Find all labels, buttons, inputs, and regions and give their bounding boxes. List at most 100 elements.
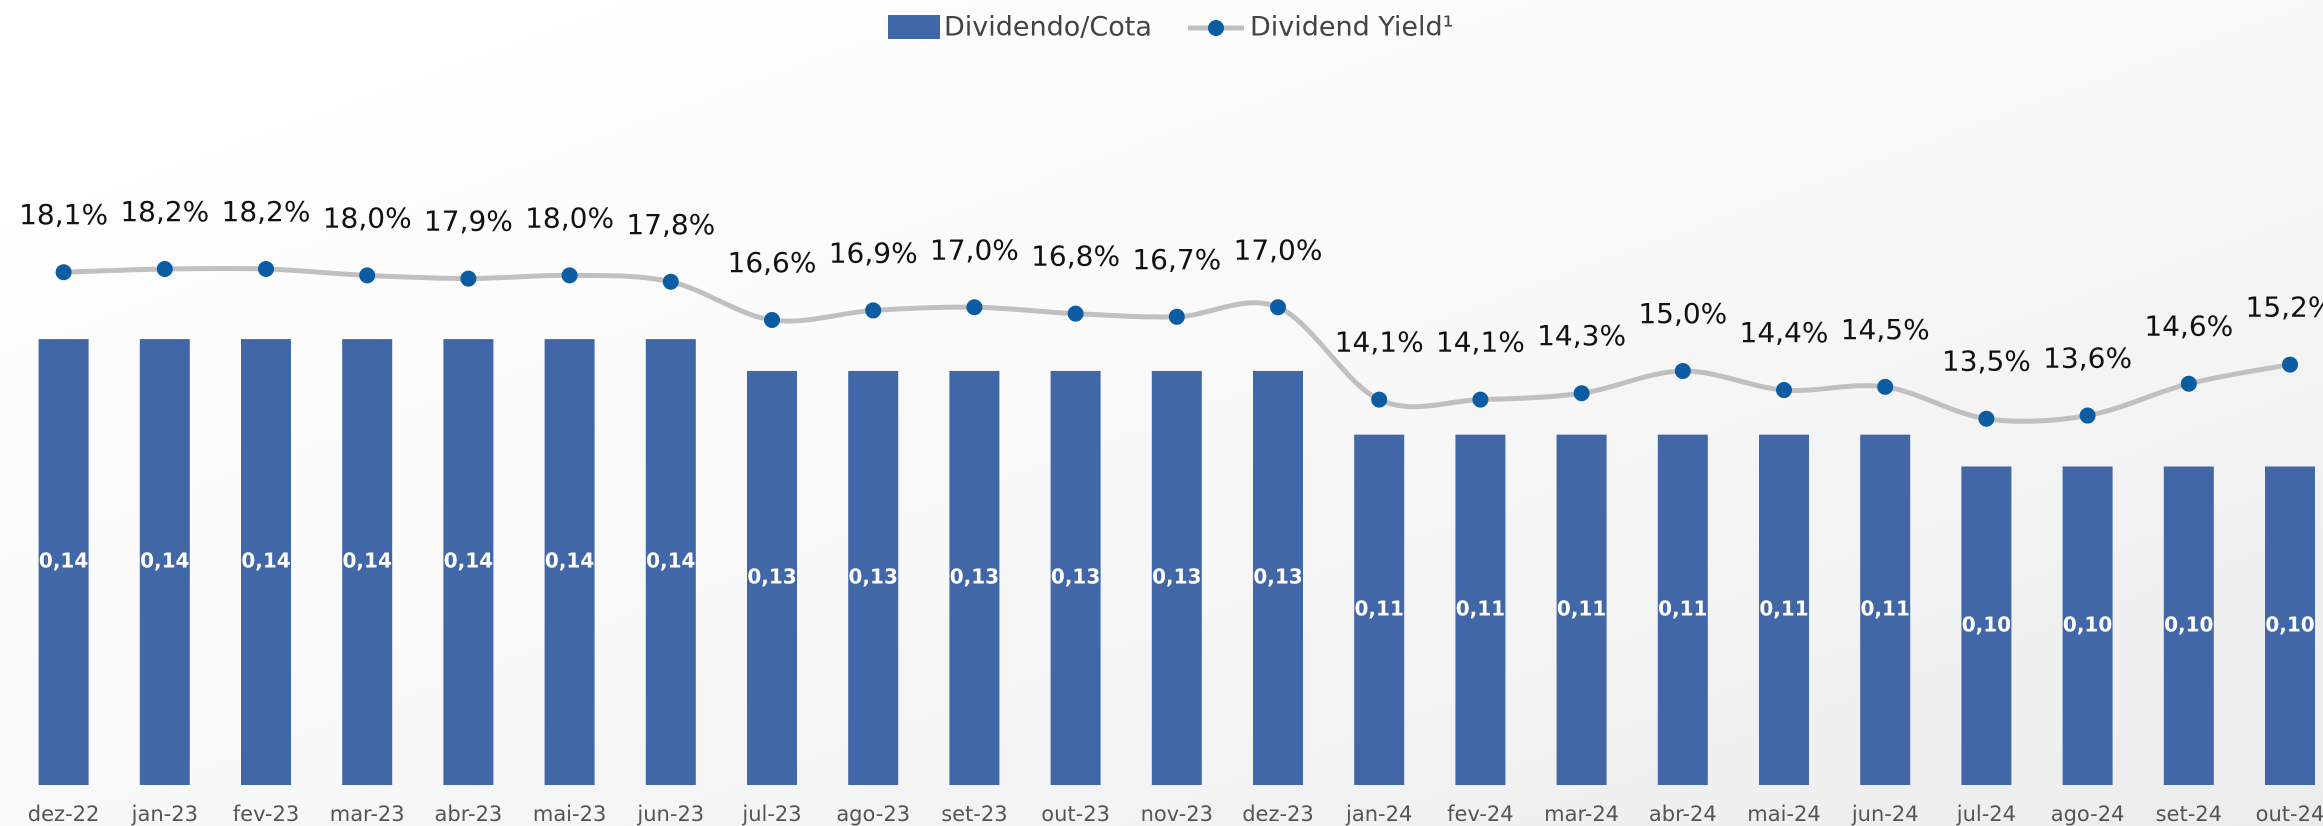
x-tick-label: jan-23 (131, 802, 198, 826)
line-value-label: 18,0% (525, 201, 614, 234)
bar-value-label: 0,11 (1456, 596, 1505, 620)
bar-value-label: 0,14 (343, 549, 392, 573)
line-value-label: 18,2% (222, 195, 311, 228)
line-marker (1371, 391, 1388, 408)
line-marker (359, 267, 376, 284)
line-value-label: 16,6% (728, 246, 817, 279)
legend-label: Dividendo/Cota (944, 12, 1152, 43)
x-tick-label: ago-24 (2051, 802, 2125, 826)
line-value-label: 18,0% (323, 201, 412, 234)
bar-value-label: 0,10 (2164, 612, 2213, 636)
line-marker (1877, 378, 1894, 395)
line-value-label: 14,3% (1537, 319, 1626, 352)
line-value-label: 13,5% (1942, 345, 2031, 378)
bar (1455, 434, 1506, 785)
x-tick-label: out-23 (1041, 802, 1110, 826)
bar (1050, 370, 1101, 785)
line-marker (1472, 391, 1489, 408)
bar (241, 339, 291, 785)
bar (38, 339, 89, 785)
bar (1253, 370, 1303, 785)
bar (848, 370, 899, 785)
line-marker (662, 273, 679, 290)
x-tick-label: mai-23 (533, 802, 606, 826)
line-value-label: 15,0% (1638, 297, 1727, 330)
bar-value-label: 0,13 (747, 564, 796, 588)
bar-value-label: 0,14 (241, 549, 290, 573)
line-value-label: 18,2% (120, 195, 209, 228)
bar-value-label: 0,14 (646, 549, 695, 573)
bar (2265, 466, 2315, 785)
x-tick-label: abr-23 (435, 802, 503, 826)
x-tick-label: jun-23 (636, 802, 704, 826)
x-tick-label: out-24 (2256, 802, 2323, 826)
bar-value-label: 0,13 (849, 564, 898, 588)
line-value-label: 17,0% (930, 233, 1019, 266)
line-marker (55, 264, 72, 281)
bar-value-label: 0,13 (1051, 564, 1100, 588)
x-tick-label: fev-24 (1447, 802, 1513, 826)
line-value-label: 17,8% (626, 208, 715, 241)
bar (342, 339, 393, 785)
x-tick-label: dez-22 (28, 802, 100, 826)
bar (2062, 466, 2113, 785)
line-marker (156, 261, 173, 278)
line-marker (258, 261, 274, 278)
line-marker (2180, 375, 2197, 392)
bar-value-label: 0,11 (1861, 596, 1910, 620)
bar-value-label: 0,10 (2265, 612, 2314, 636)
x-tick-label: jul-24 (1956, 802, 2016, 826)
bar-value-label: 0,13 (1152, 564, 1201, 588)
line-marker (966, 299, 983, 316)
line-marker (764, 311, 780, 328)
bar-value-label: 0,14 (545, 549, 594, 573)
x-tick-label: jul-23 (741, 802, 801, 826)
line-value-label: 14,5% (1841, 313, 1930, 346)
bar (1961, 466, 2012, 785)
bar-value-label: 0,11 (1355, 596, 1404, 620)
bar (949, 370, 1000, 785)
line-value-label: 14,6% (2144, 310, 2233, 343)
x-tick-label: abr-24 (1649, 802, 1717, 826)
bar-value-label: 0,11 (1658, 596, 1707, 620)
x-tick-label: ago-23 (836, 802, 910, 826)
bar (1657, 434, 1708, 785)
bar (747, 370, 797, 785)
line-marker (2282, 356, 2298, 373)
bar-value-label: 0,14 (444, 549, 493, 573)
legend-label: Dividend Yield¹ (1250, 12, 1453, 43)
x-tick-label: mar-24 (1544, 802, 1619, 826)
x-tick-label: jun-24 (1851, 802, 1919, 826)
bar-value-label: 0,13 (1253, 564, 1302, 588)
line-marker (1776, 382, 1792, 399)
line-marker (1978, 410, 1995, 427)
line-value-label: 18,1% (19, 198, 108, 231)
bar-value-label: 0,14 (140, 549, 189, 573)
x-tick-label: jan-24 (1345, 802, 1412, 826)
bar (2163, 466, 2214, 785)
line-marker (561, 267, 578, 284)
bar (1151, 370, 1202, 785)
line-value-label: 17,0% (1234, 233, 1323, 266)
x-tick-label: fev-23 (233, 802, 299, 826)
line-value-label: 14,1% (1335, 326, 1424, 359)
line-value-label: 16,7% (1132, 243, 1221, 276)
line-marker (1270, 299, 1286, 316)
x-tick-label: mai-24 (1747, 802, 1820, 826)
bar (544, 339, 595, 785)
bar-value-label: 0,11 (1557, 596, 1606, 620)
bar (1556, 434, 1607, 785)
line-value-label: 13,6% (2043, 342, 2132, 375)
bar (645, 339, 696, 785)
x-tick-label: dez-23 (1242, 802, 1314, 826)
bar-value-label: 0,10 (2063, 612, 2112, 636)
line-marker (460, 270, 477, 287)
line-marker (1168, 308, 1185, 325)
line-value-label: 14,1% (1436, 326, 1525, 359)
line-marker (865, 302, 882, 319)
bar-value-label: 0,14 (39, 549, 88, 573)
x-tick-label: set-23 (941, 802, 1007, 826)
x-tick-label: mar-23 (330, 802, 405, 826)
legend-swatch-bar (888, 15, 940, 39)
